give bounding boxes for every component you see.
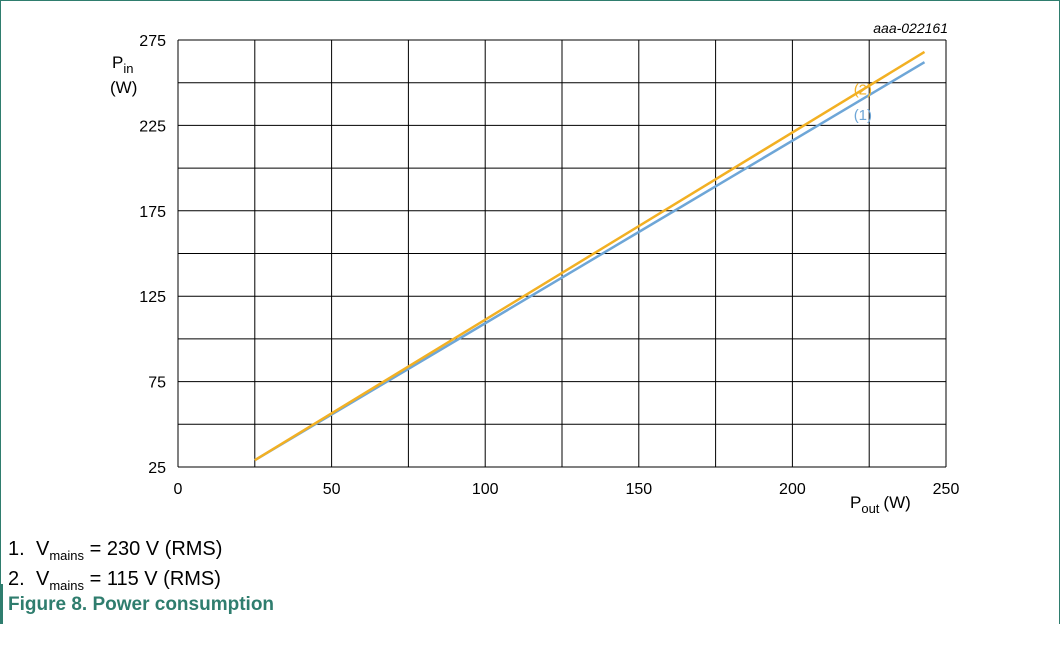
y-tick-label: 75 — [148, 375, 166, 392]
y-axis-label: Pin — [112, 53, 133, 76]
x-tick-label: 150 — [625, 481, 652, 498]
y-tick-label: 125 — [139, 289, 166, 306]
y-tick-label: 175 — [139, 204, 166, 221]
series-lines: (1)(2) — [254, 50, 926, 462]
x-axis-label: Pout (W) — [850, 493, 911, 516]
y-axis-unit: (W) — [110, 78, 137, 97]
chart-grid — [177, 39, 947, 468]
series-label-1: (1) — [854, 107, 872, 124]
series-line-2 — [254, 50, 926, 462]
y-tick-label: 225 — [139, 118, 166, 135]
legend-item-2: 2. Vmains = 115 V (RMS) — [8, 568, 221, 593]
chart-id-label: aaa-022161 — [873, 20, 948, 36]
x-tick-label: 50 — [323, 481, 341, 498]
x-tick-label: 0 — [174, 481, 183, 498]
x-tick-label: 250 — [933, 481, 960, 498]
legend-item-1: 1. Vmains = 230 V (RMS) — [8, 538, 223, 563]
figure-caption: Figure 8. Power consumption — [8, 594, 275, 615]
caption-bar — [0, 584, 1060, 624]
y-tick-label: 25 — [148, 460, 166, 477]
x-tick-label: 100 — [472, 481, 499, 498]
y-tick-label: 275 — [139, 33, 166, 50]
x-tick-label: 200 — [779, 481, 806, 498]
series-label-2: (2) — [854, 82, 872, 99]
tick-labels: 0 50 100 150 200 250 25 75 125 175 225 275 — [139, 33, 959, 498]
figure-frame — [0, 0, 1060, 624]
series-line-1 — [254, 61, 926, 462]
